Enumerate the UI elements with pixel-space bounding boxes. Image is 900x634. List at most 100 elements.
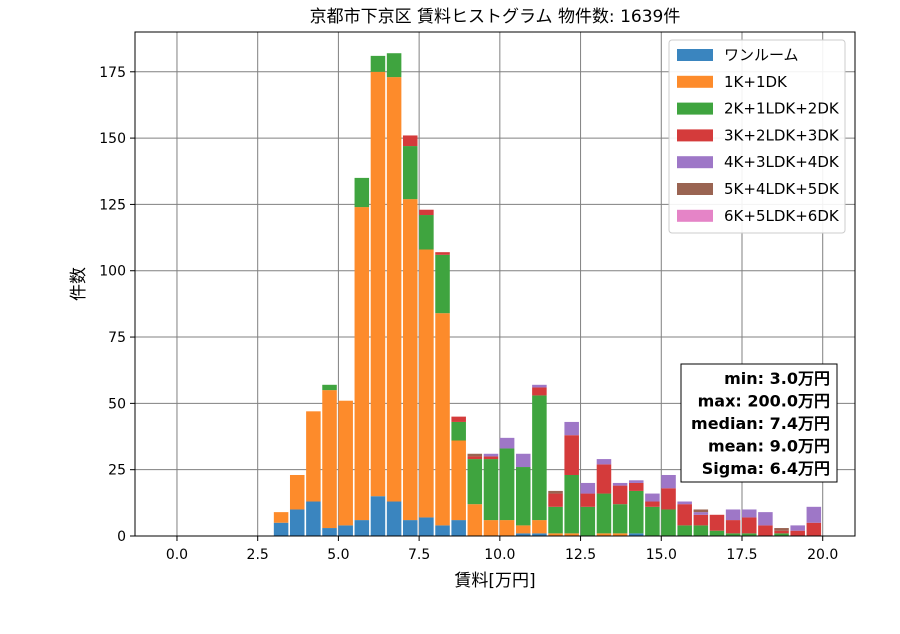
bar-series-3-bin-9: [419, 209, 434, 216]
bar-series-4-bin-32: [790, 525, 805, 531]
bar-series-2-bin-9: [419, 215, 434, 250]
bar-series-3-bin-12: [467, 456, 483, 460]
bar-series-1-bin-17: [548, 533, 563, 536]
bar-series-2-bin-22: [628, 490, 644, 534]
stats-line-0: min: 3.0万円: [724, 369, 830, 388]
bar-series-3-bin-32: [790, 530, 805, 536]
y-axis-ticks: 0 25 50 75 100 125 150 175: [99, 65, 135, 545]
bar-series-2-bin-13: [483, 459, 499, 521]
bar-series-1-bin-12: [467, 504, 483, 536]
bar-series-4-bin-22: [628, 480, 644, 483]
bar-series-2-bin-23: [645, 506, 660, 536]
bar-series-3-bin-24: [661, 488, 676, 510]
legend: ワンルーム 1K+1DK 2K+1LDK+2DK 3K+2LDK+3DK 4K+3LDK…: [668, 39, 846, 234]
bar-series-3-bin-8: [402, 135, 418, 147]
bar-series-1-bin-9: [419, 249, 434, 518]
bar-series-3-bin-10: [435, 252, 450, 255]
bar-series-4-bin-25: [677, 501, 692, 505]
chart-title: 京都市下京区 賃料ヒストグラム 物件数: 1639件: [310, 7, 681, 27]
y-tick-label-1: 25: [108, 463, 126, 479]
bar-series-2-bin-19: [580, 506, 596, 536]
bar-series-2-bin-18: [564, 474, 579, 534]
bar-series-0-bin-4: [338, 525, 353, 536]
bar-series-0-bin-9: [419, 517, 434, 536]
bar-series-1-bin-13: [483, 520, 499, 536]
bar-series-0-bin-11: [451, 520, 466, 536]
bars: [273, 53, 822, 536]
bar-series-2-bin-7: [386, 53, 402, 78]
bar-series-0-bin-22: [628, 533, 644, 536]
bar-series-2-bin-31: [774, 533, 789, 536]
bar-series-0-bin-7: [386, 501, 402, 536]
legend-label-2: 2K+1LDK+2DK: [724, 100, 840, 118]
plot-frame: [134, 31, 856, 537]
x-tick-label-5: 12.5: [565, 547, 596, 563]
legend-swatch-1: [677, 75, 713, 88]
legend-label-3: 3K+2LDK+3DK: [724, 126, 840, 144]
bar-series-5-bin-31: [774, 528, 789, 531]
stats-line-2: median: 7.4万円: [691, 414, 830, 433]
bar-series-2-bin-29: [741, 533, 757, 536]
bar-series-2-bin-12: [467, 459, 483, 505]
bar-series-3-bin-23: [645, 501, 660, 507]
bar-series-2-bin-27: [709, 530, 725, 536]
legend-swatch-4: [677, 156, 713, 169]
bar-series-3-bin-27: [709, 514, 725, 531]
legend-swatch-3: [677, 129, 713, 142]
bar-series-1-bin-15: [515, 525, 531, 534]
stats-line-3: mean: 9.0万円: [708, 437, 830, 456]
bar-series-3-bin-20: [596, 464, 612, 494]
x-tick-label-1: 2.5: [247, 547, 269, 563]
legend-swatch-2: [677, 102, 713, 115]
x-tick-label-7: 17.5: [726, 547, 757, 563]
bar-series-2-bin-16: [532, 395, 547, 521]
legend-swatch-0: [677, 49, 713, 61]
y-axis-label: 件数: [69, 267, 89, 301]
x-tick-label-3: 7.5: [408, 547, 430, 563]
bar-series-2-bin-26: [693, 525, 709, 536]
bar-series-1-bin-1: [289, 474, 305, 510]
y-tick-label-7: 175: [99, 65, 126, 81]
bar-series-4-bin-19: [580, 482, 596, 494]
bar-series-2-bin-3: [322, 384, 337, 391]
bar-series-4-bin-14: [499, 437, 515, 449]
bar-series-2-bin-5: [354, 177, 370, 208]
bar-series-4-bin-29: [741, 509, 757, 518]
bar-series-1-bin-10: [435, 313, 450, 526]
bar-series-3-bin-28: [725, 520, 741, 534]
x-tick-label-4: 10.0: [484, 547, 515, 563]
bar-series-1-bin-4: [338, 400, 353, 526]
bar-series-1-bin-6: [370, 71, 386, 497]
bar-series-1-bin-18: [564, 533, 579, 536]
x-axis-label: 賃料[万円]: [454, 571, 535, 591]
bar-series-3-bin-26: [693, 514, 709, 526]
bar-series-2-bin-24: [661, 509, 676, 536]
bar-series-4-bin-21: [612, 482, 628, 486]
y-tick-label-6: 150: [99, 131, 126, 147]
bar-series-0-bin-1: [289, 509, 305, 536]
bar-series-4-bin-15: [515, 453, 531, 468]
bar-series-2-bin-6: [370, 55, 386, 72]
bar-series-0-bin-5: [354, 520, 370, 536]
y-tick-label-2: 50: [108, 396, 126, 412]
y-tick-label-0: 0: [117, 529, 126, 545]
bar-series-2-bin-25: [677, 525, 692, 536]
bar-series-4-bin-30: [758, 512, 773, 526]
bar-series-1-bin-14: [499, 520, 515, 536]
bar-series-1-bin-11: [451, 440, 466, 521]
bar-series-3-bin-29: [741, 517, 757, 534]
legend-label-0: ワンルーム: [724, 46, 799, 64]
bar-series-3-bin-13: [483, 456, 499, 460]
bar-series-2-bin-14: [499, 448, 515, 521]
bar-series-3-bin-33: [806, 522, 822, 536]
bar-series-1-bin-3: [322, 390, 337, 529]
bar-series-0-bin-15: [515, 533, 531, 536]
bar-series-1-bin-20: [596, 533, 612, 536]
bar-series-5-bin-17: [548, 490, 563, 494]
bar-series-3-bin-21: [612, 485, 628, 505]
legend-swatch-6: [677, 209, 713, 222]
bar-series-2-bin-28: [725, 533, 741, 536]
stats-line-1: max: 200.0万円: [698, 392, 830, 411]
bar-series-0-bin-0: [273, 522, 289, 536]
